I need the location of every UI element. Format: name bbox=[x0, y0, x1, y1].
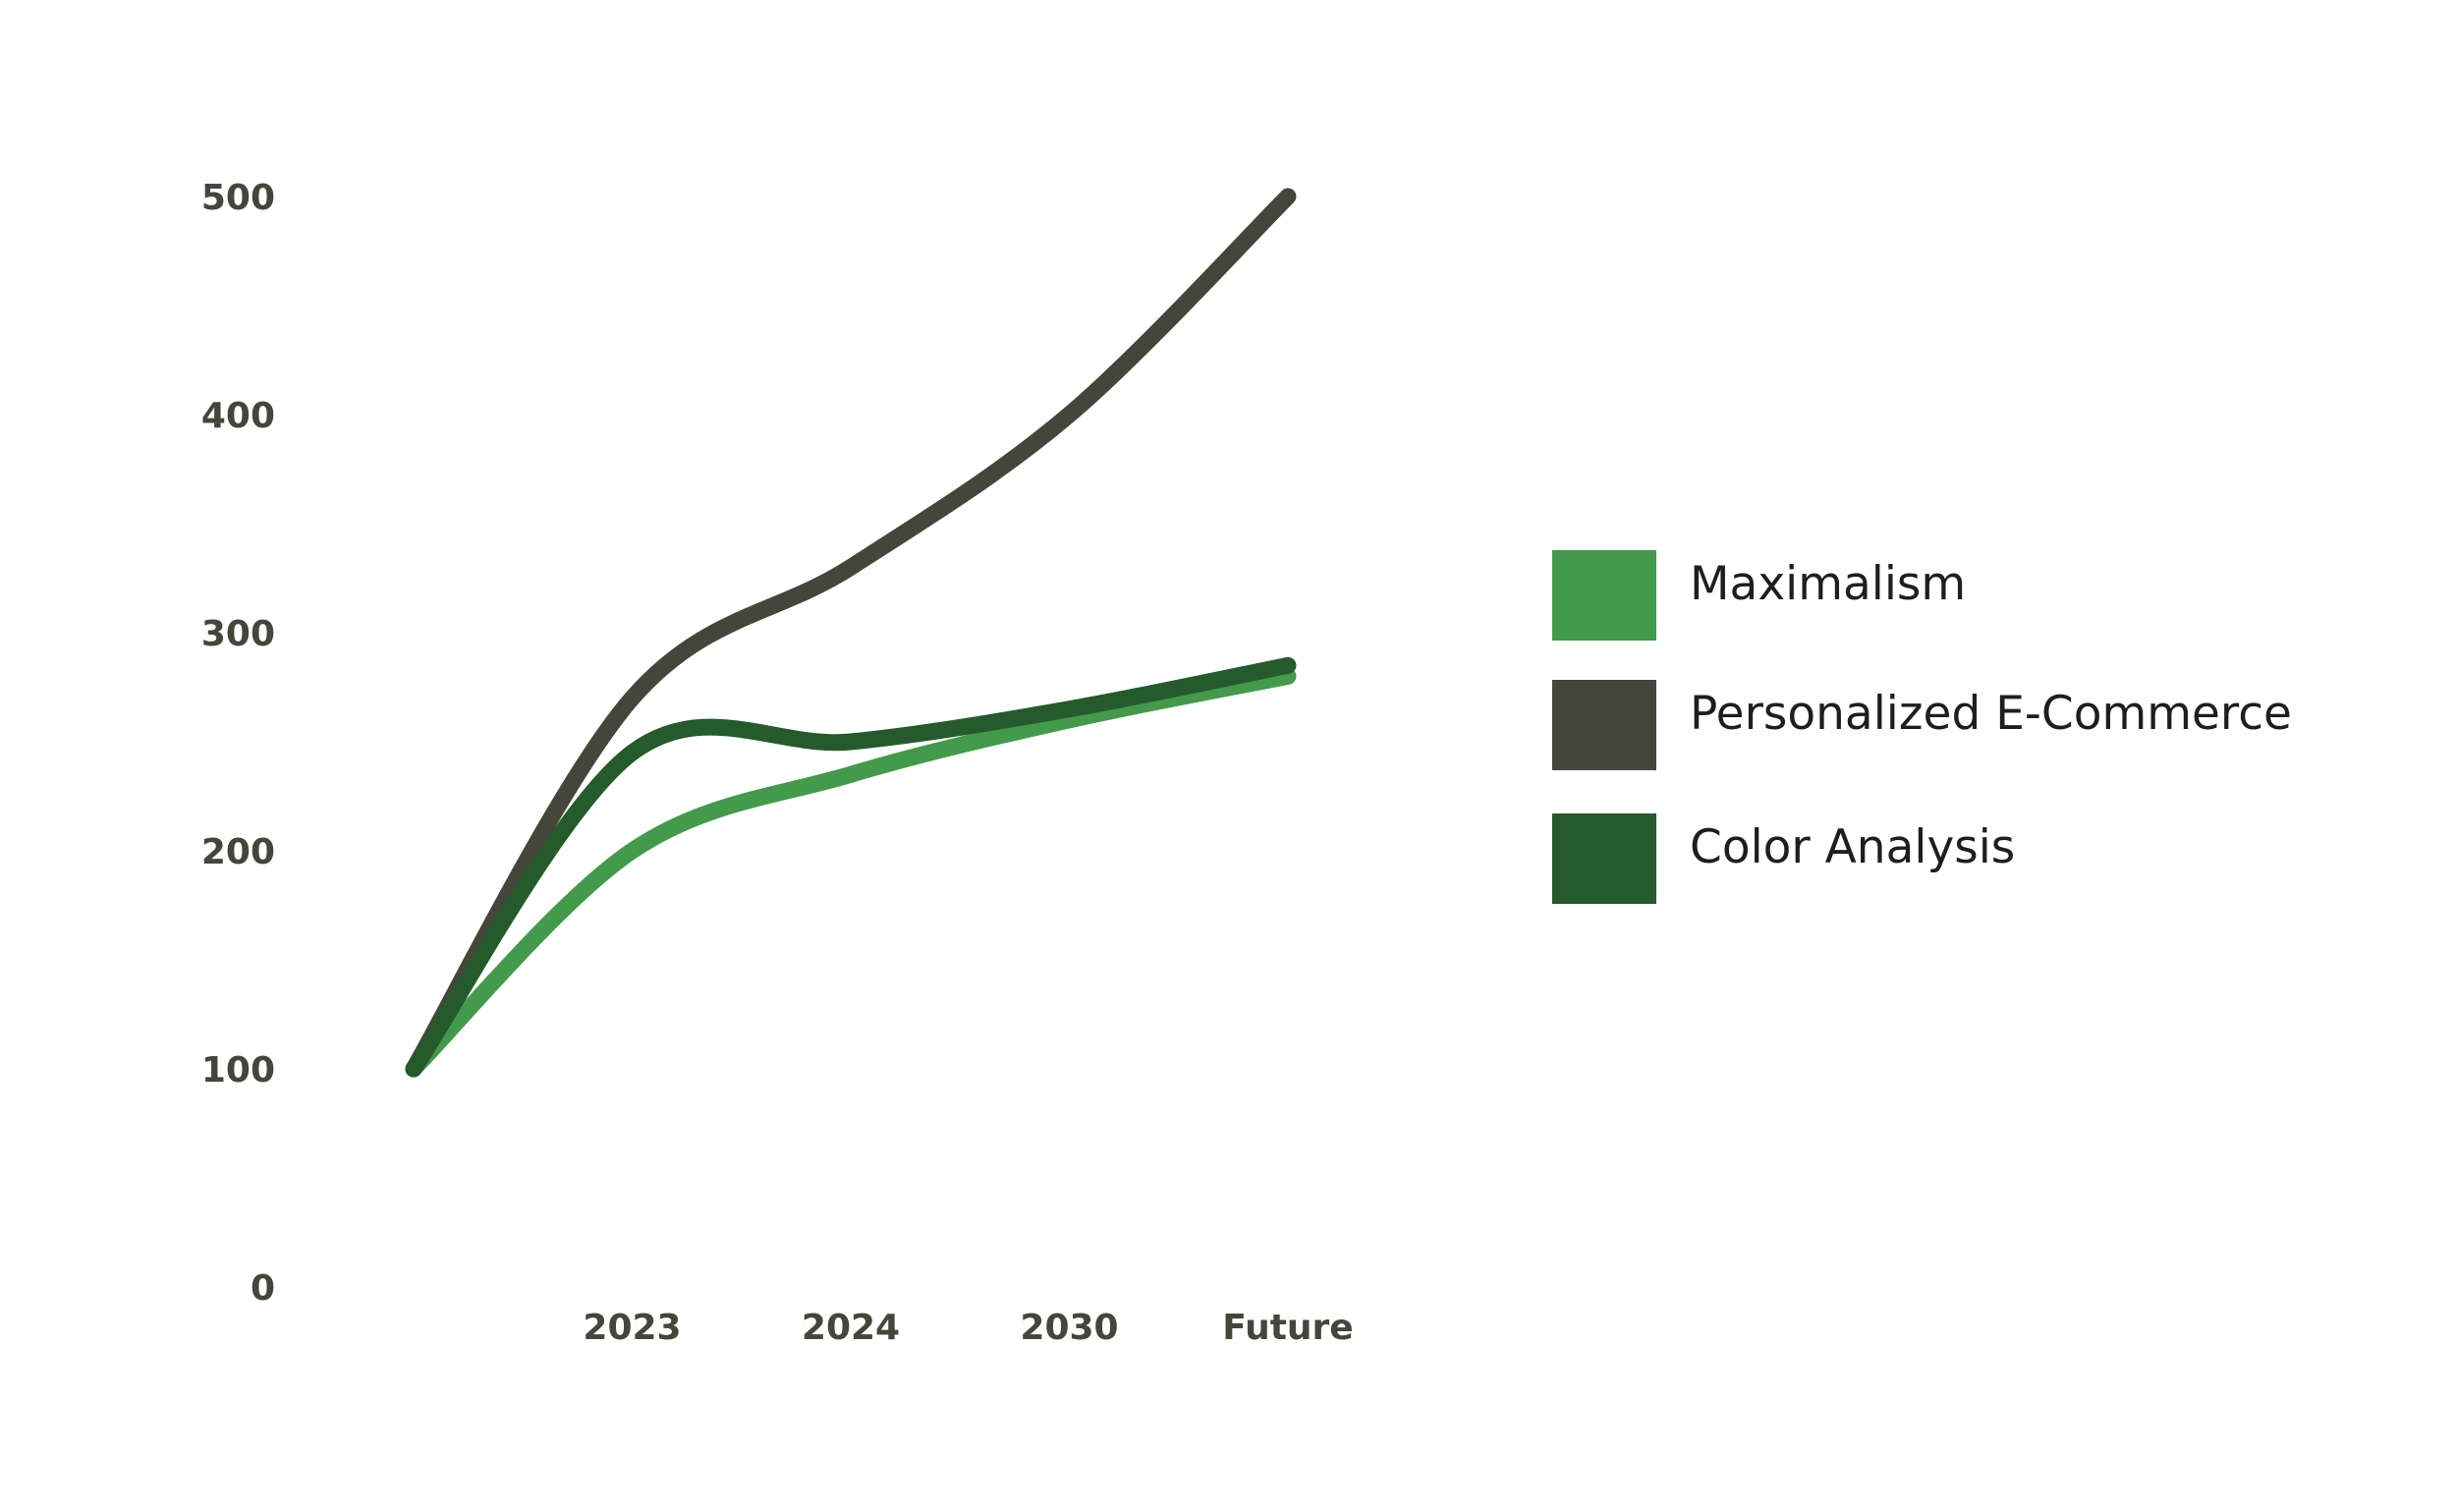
legend-label: Color Analysis bbox=[1690, 820, 2015, 874]
y-tick-label: 300 bbox=[201, 614, 275, 654]
x-tick-label: 2024 bbox=[802, 1308, 900, 1348]
x-tick-label: 2023 bbox=[583, 1308, 681, 1348]
x-tick-label: Future bbox=[1222, 1308, 1353, 1348]
legend-swatch bbox=[1552, 550, 1656, 641]
series-line-1 bbox=[405, 188, 1297, 1078]
y-tick-label: 100 bbox=[201, 1050, 275, 1091]
x-axis: 2023 2024 2030 Future bbox=[583, 1308, 1353, 1348]
series-lines bbox=[405, 188, 1297, 1078]
legend-label: Personalized E-Commerce bbox=[1690, 687, 2292, 741]
x-tick-label: 2030 bbox=[1020, 1308, 1118, 1348]
y-tick-label: 400 bbox=[201, 396, 275, 436]
legend: Maximalism Personalized E-Commerce Color A… bbox=[1552, 550, 2292, 904]
legend-swatch bbox=[1552, 680, 1656, 770]
legend-swatch bbox=[1552, 813, 1656, 904]
series-line-0 bbox=[405, 667, 1297, 1078]
y-tick-label: 500 bbox=[201, 178, 275, 218]
y-tick-label: 0 bbox=[251, 1268, 275, 1309]
y-tick-label: 200 bbox=[201, 832, 275, 872]
legend-label: Maximalism bbox=[1690, 557, 1966, 611]
series-line-2 bbox=[405, 656, 1297, 1078]
y-axis: 0 100 200 300 400 500 bbox=[201, 178, 275, 1309]
